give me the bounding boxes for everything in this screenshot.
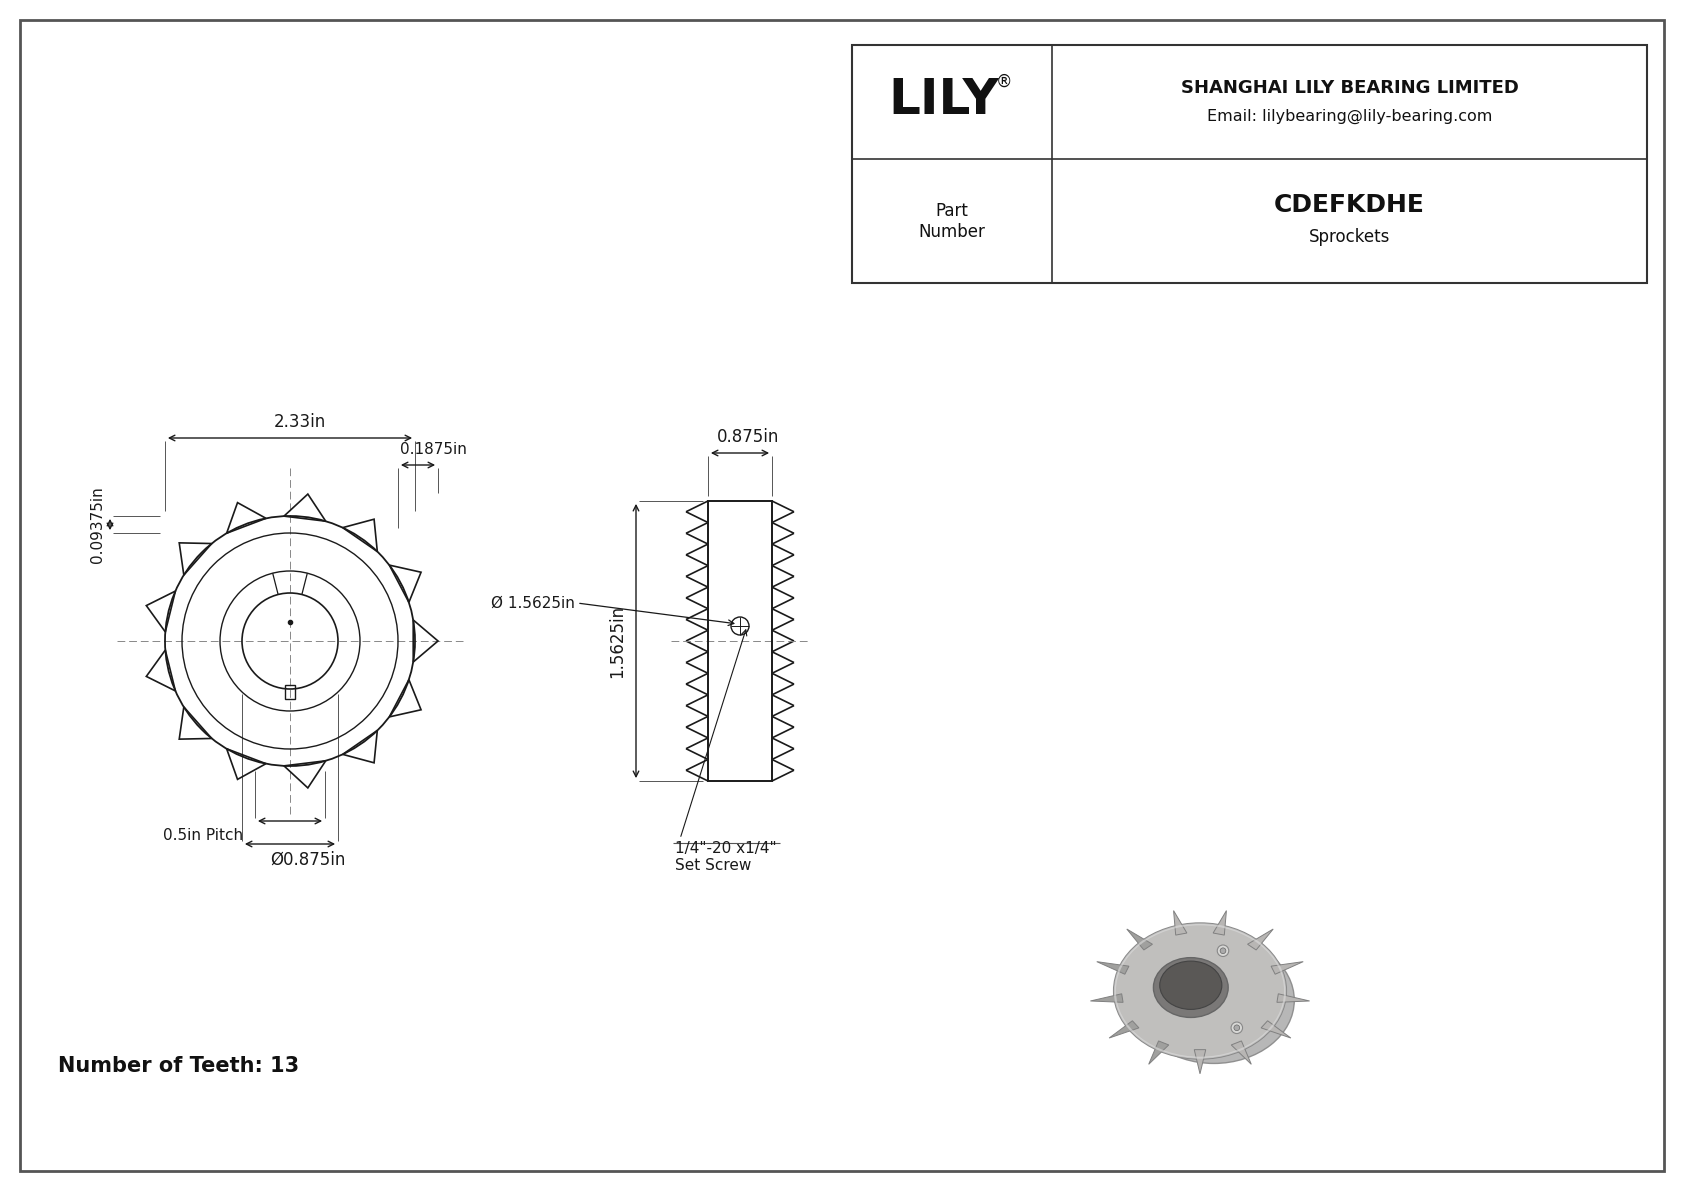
Circle shape	[1231, 1022, 1243, 1034]
Polygon shape	[1096, 961, 1128, 974]
Polygon shape	[1248, 929, 1273, 950]
Text: 0.875in: 0.875in	[717, 428, 780, 445]
Text: ®: ®	[995, 73, 1012, 92]
Circle shape	[1234, 1025, 1239, 1030]
Text: 0.5in Pitch: 0.5in Pitch	[163, 829, 242, 843]
Ellipse shape	[1160, 961, 1223, 1010]
Text: Sprockets: Sprockets	[1308, 229, 1391, 247]
Polygon shape	[1194, 1049, 1206, 1074]
Text: 1/4"-20 x1/4"
Set Screw: 1/4"-20 x1/4" Set Screw	[675, 841, 776, 873]
Ellipse shape	[1133, 937, 1295, 1064]
Polygon shape	[1174, 911, 1187, 935]
Circle shape	[1218, 944, 1229, 956]
Polygon shape	[1231, 1041, 1251, 1065]
Text: 1.5625in: 1.5625in	[608, 605, 626, 678]
Text: Ø0.875in: Ø0.875in	[271, 852, 345, 869]
Ellipse shape	[1113, 923, 1287, 1059]
Bar	[285, 685, 295, 699]
Text: SHANGHAI LILY BEARING LIMITED: SHANGHAI LILY BEARING LIMITED	[1180, 79, 1519, 98]
Text: Number of Teeth: 13: Number of Teeth: 13	[57, 1056, 300, 1075]
Text: 0.09375in: 0.09375in	[89, 486, 104, 563]
Polygon shape	[1148, 1041, 1169, 1065]
Polygon shape	[1091, 993, 1123, 1003]
Polygon shape	[1127, 929, 1152, 950]
Text: LILY: LILY	[889, 76, 999, 124]
Text: CDEFKDHE: CDEFKDHE	[1275, 193, 1425, 217]
Polygon shape	[1271, 961, 1303, 974]
Polygon shape	[1212, 911, 1226, 935]
Bar	[707, 501, 771, 781]
Text: Part
Number: Part Number	[918, 201, 985, 241]
Polygon shape	[1110, 1021, 1138, 1039]
Text: 0.1875in: 0.1875in	[399, 443, 466, 457]
Text: Email: lilybearing@lily-bearing.com: Email: lilybearing@lily-bearing.com	[1207, 108, 1492, 124]
Polygon shape	[1261, 1021, 1292, 1039]
Polygon shape	[1276, 993, 1310, 1003]
Bar	[852, 45, 1647, 283]
Ellipse shape	[1154, 958, 1228, 1017]
Text: Ø 1.5625in: Ø 1.5625in	[492, 596, 574, 611]
Circle shape	[1221, 948, 1226, 954]
Text: 2.33in: 2.33in	[274, 413, 327, 431]
